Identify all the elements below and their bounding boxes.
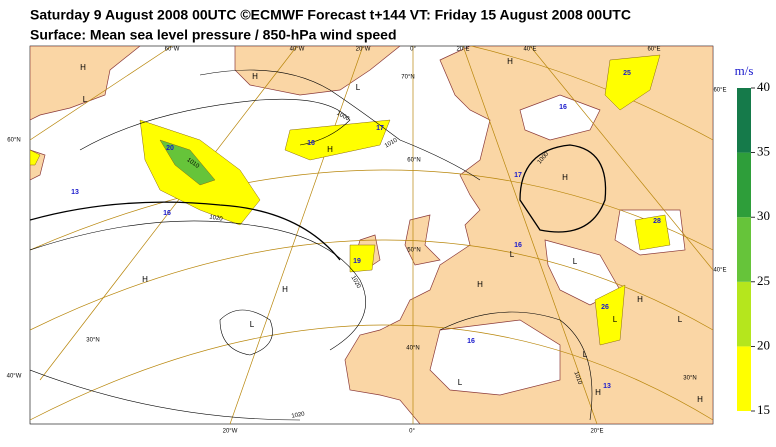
graticule-label: 40°W (7, 374, 22, 380)
graticule-label: 40°E (523, 47, 536, 53)
wind-speed-label: 13 (71, 189, 79, 196)
graticule-label: 40°N (406, 346, 419, 352)
pressure-center: L (678, 315, 683, 324)
colorbar-segment (737, 346, 751, 411)
colorbar-segment (737, 88, 751, 153)
isobars (30, 69, 607, 421)
wind-speed-label: 16 (467, 338, 475, 345)
colorbar-unit: m/s (735, 63, 754, 78)
isobar-label: 1020 (209, 214, 224, 222)
wind-speed-label: 13 (603, 383, 611, 390)
colorbar-tick-label: 35 (757, 144, 770, 159)
graticule-label: 20°E (456, 47, 469, 53)
graticule-label: 20°W (356, 47, 371, 53)
wind-speed-label: 16 (307, 140, 315, 147)
graticule-label: 60°W (165, 47, 180, 53)
pressure-center: L (83, 95, 88, 104)
graticule-label: 60°E (647, 47, 660, 53)
graticule-label: 0° (409, 429, 415, 435)
pressure-center: H (252, 72, 258, 81)
graticule-label: 20°W (223, 429, 238, 435)
colorbar-segment (737, 152, 751, 218)
map (29, 45, 714, 425)
wind-speed-label: 16 (514, 242, 522, 249)
title: Saturday 9 August 2008 00UTC ©ECMWF Fore… (30, 7, 631, 23)
pressure-center: L (613, 315, 618, 324)
wind-speed-label: 25 (623, 70, 631, 77)
graticule-label: 0° (410, 47, 416, 53)
graticule-label: 60°N (7, 138, 20, 144)
graticule-label: 70°N (401, 75, 414, 81)
pressure-center: H (142, 275, 148, 284)
wind-speed-label: 19 (353, 258, 361, 265)
pressure-center: L (510, 250, 515, 259)
colorbar-segment (737, 217, 751, 282)
pressure-center: H (697, 395, 703, 404)
wind-areas (30, 54, 671, 346)
wind-speed-label: 16 (163, 210, 171, 217)
pressure-center: L (250, 320, 255, 329)
pressure-center: H (562, 173, 568, 182)
pressure-center: H (477, 280, 483, 289)
wind-speed-label: 17 (376, 125, 384, 132)
graticule-label: 40°W (290, 47, 305, 53)
pressure-center: H (282, 285, 288, 294)
colorbar: 15 20 25 30 35 40 (737, 79, 770, 417)
pressure-center: L (458, 378, 463, 387)
graticule-label: 20°E (590, 429, 603, 435)
isobar-label: 1010 (572, 371, 582, 386)
pressure-center: L (356, 83, 361, 92)
pressure-center: H (327, 145, 333, 154)
subtitle: Surface: Mean sea level pressure / 850-h… (30, 27, 397, 43)
pressure-center: L (583, 350, 588, 359)
colorbar-tick-label: 20 (757, 337, 770, 352)
pressure-center: H (507, 57, 513, 66)
pressure-center: H (637, 295, 643, 304)
graticule-label: 60°N (407, 158, 420, 164)
pressure-center: H (595, 388, 601, 397)
wind-speed-label: 17 (514, 172, 522, 179)
colorbar-tick-label: 30 (757, 208, 770, 223)
graticule-label: 30°N (683, 376, 696, 382)
graticule-label: 30°N (86, 338, 99, 344)
graticule-label: 50°N (407, 248, 420, 254)
graticule-label: 60°E (713, 88, 726, 94)
wind-speed-label: 26 (601, 304, 609, 311)
wind-speed-label: 20 (166, 145, 174, 152)
graticule-label: 40°E (713, 268, 726, 274)
pressure-center: H (80, 63, 86, 72)
colorbar-tick-label: 15 (757, 402, 770, 417)
pressure-center: L (573, 257, 578, 266)
isobar-label: 1020 (291, 411, 306, 419)
colorbar-tick-label: 40 (757, 79, 770, 94)
colorbar-segment (737, 281, 751, 347)
colorbar-tick-label: 25 (757, 273, 770, 288)
wind-speed-label: 28 (653, 218, 661, 225)
wind-speed-label: 16 (559, 104, 567, 111)
